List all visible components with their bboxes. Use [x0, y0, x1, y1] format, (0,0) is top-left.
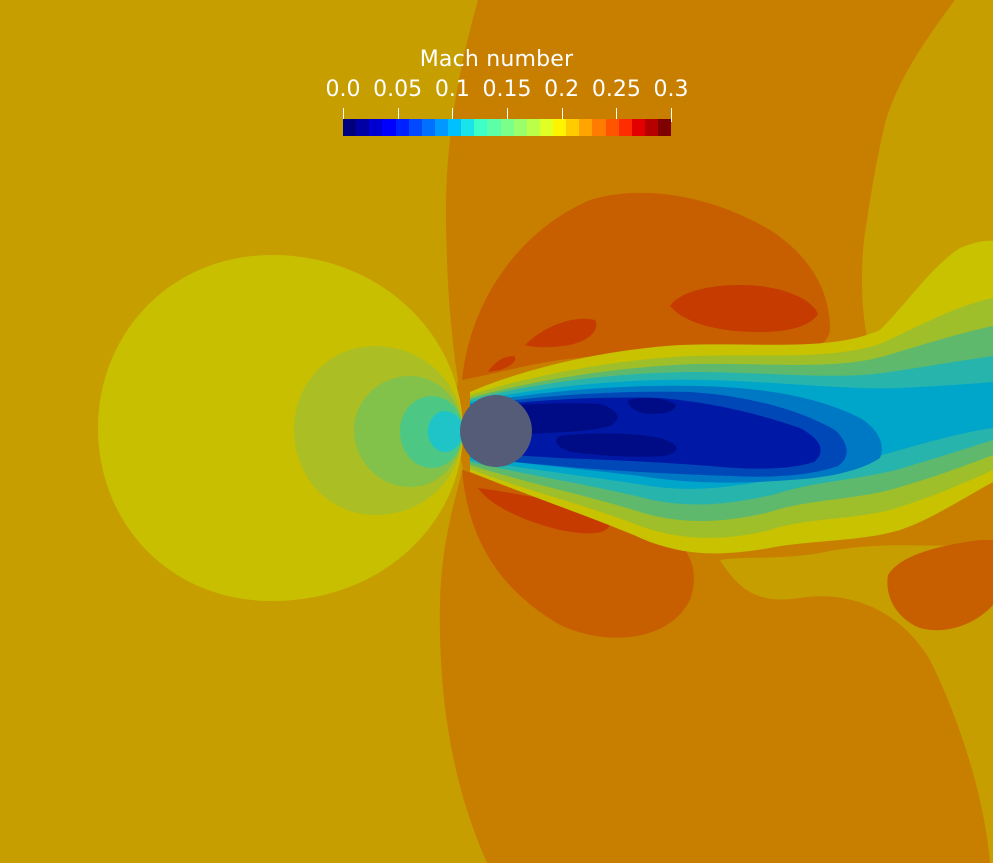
colorbar-swatch — [658, 119, 672, 136]
wake-deep-4 — [759, 429, 816, 461]
colorbar-swatch — [343, 119, 357, 136]
colorbar-swatch — [644, 119, 658, 136]
colorbar-swatch — [553, 119, 567, 136]
stagnation-ring-5 — [428, 411, 463, 452]
colorbar-swatch — [395, 119, 409, 136]
colorbar-swatch — [592, 119, 606, 136]
colorbar-swatch — [487, 119, 501, 136]
colorbar-swatch — [526, 119, 540, 136]
colorbar-swatch — [382, 119, 396, 136]
colorbar-swatch — [500, 119, 514, 136]
colorbar-swatch — [605, 119, 619, 136]
upper-wake-freestream-lobe — [862, 0, 993, 350]
legend-tick-mark — [343, 108, 344, 122]
legend-tick-mark — [507, 108, 508, 122]
colorbar-swatch — [369, 119, 383, 136]
colorbar-swatch — [618, 119, 632, 136]
colorbar-swatch — [461, 119, 475, 136]
wake-deep-2 — [556, 433, 677, 457]
legend-tick-label: 0.05 — [373, 77, 423, 102]
colorbar-swatch — [539, 119, 553, 136]
colorbar-legend: Mach number 0.0 0.05 0.1 0.15 0.2 0.25 0.3 — [0, 0, 993, 150]
legend-title: Mach number — [419, 47, 574, 72]
colorbar-swatch — [408, 119, 422, 136]
legend-tick-mark — [671, 108, 672, 122]
legend-tick-mark — [616, 108, 617, 122]
wake-deep-3 — [628, 397, 676, 414]
colorbar-swatch — [566, 119, 580, 136]
legend-tick-label: 0.1 — [434, 77, 470, 102]
legend-tick-label: 0.0 — [325, 77, 361, 102]
legend-tick-mark — [398, 108, 399, 122]
colorbar-swatch — [631, 119, 645, 136]
upper-lobe-band — [525, 318, 597, 348]
upper-lobe-small — [488, 356, 516, 372]
lower-right-acceleration-patch — [887, 540, 993, 631]
legend-tick-label: 0.3 — [653, 77, 689, 102]
upper-lobe-inner — [670, 284, 818, 332]
colorbar-gradient — [343, 119, 672, 136]
legend-tick-mark — [562, 108, 563, 122]
legend-tick-mark — [452, 108, 453, 122]
colorbar-swatch — [356, 119, 370, 136]
colorbar-swatch — [448, 119, 462, 136]
colorbar-swatch — [474, 119, 488, 136]
lower-lobe-inner — [478, 488, 610, 534]
colorbar-swatch — [579, 119, 593, 136]
cylinder — [460, 395, 532, 467]
legend-tick-label: 0.25 — [591, 77, 641, 102]
legend-tick-label: 0.15 — [482, 77, 532, 102]
legend-tick-label: 0.2 — [544, 77, 580, 102]
colorbar-swatch — [434, 119, 448, 136]
colorbar-swatch — [421, 119, 435, 136]
colorbar-swatch — [513, 119, 527, 136]
